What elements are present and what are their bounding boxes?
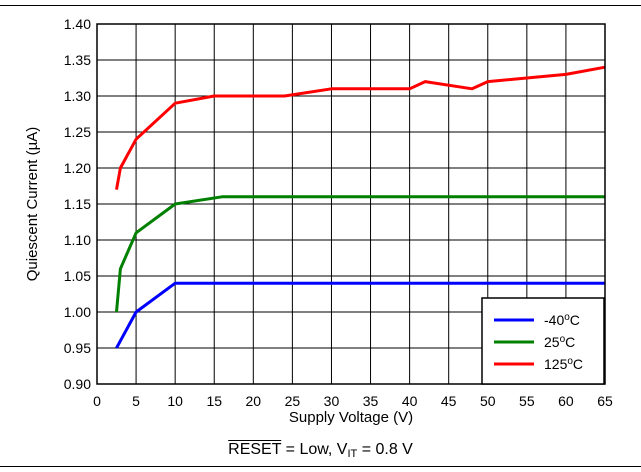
- x-tick-label-11: 55: [519, 393, 535, 409]
- reset-signal: RESET: [228, 441, 282, 458]
- y-tick-label-3: 1.05: [64, 268, 91, 284]
- top-rule: [0, 5, 641, 6]
- y-tick-label-6: 1.20: [64, 160, 91, 176]
- series-line-3: [115, 65, 606, 190]
- x-tick-label-0: 0: [93, 393, 101, 409]
- x-tick-label-10: 50: [480, 393, 496, 409]
- x-tick-labels: 0 5 10 15 20 25 30 35 40 45 50 55 60 65: [93, 393, 613, 409]
- x-tick-label-12: 60: [558, 393, 574, 409]
- plot-frame: [96, 23, 606, 385]
- legend-label-2: 25oC: [544, 334, 575, 350]
- legend-label-3: 125oC: [544, 356, 583, 372]
- x-tick-label-4: 20: [246, 393, 262, 409]
- y-tick-label-8: 1.30: [64, 88, 91, 104]
- y-axis-label: Quiescent Current (µA): [24, 127, 41, 282]
- legend: -40oC 25oC 125oC: [481, 297, 605, 385]
- test-condition: RESET = Low, VIT = 0.8 V: [0, 441, 641, 460]
- y-tick-label-7: 1.25: [64, 124, 91, 140]
- y-tick-label-10: 1.40: [64, 16, 91, 32]
- x-tick-label-8: 40: [402, 393, 418, 409]
- condition-subscript: IT: [347, 448, 358, 460]
- x-axis-label: Supply Voltage (V): [289, 409, 413, 426]
- bottom-rule: [0, 466, 641, 467]
- x-tick-label-7: 35: [363, 393, 379, 409]
- x-tick-label-3: 15: [206, 393, 222, 409]
- y-tick-label-5: 1.15: [64, 196, 91, 212]
- x-tick-label-2: 10: [167, 393, 183, 409]
- y-tick-label-9: 1.35: [64, 52, 91, 68]
- legend-label-1: -40oC: [544, 312, 580, 328]
- series-lines: [115, 65, 606, 349]
- y-tick-label-2: 1.00: [64, 304, 91, 320]
- series-line-2: [115, 195, 605, 313]
- x-tick-label-5: 25: [285, 393, 301, 409]
- x-tick-label-6: 30: [324, 393, 340, 409]
- x-tick-label-13: 65: [597, 393, 613, 409]
- line-chart: 0 5 10 15 20 25 30 35 40 45 50 55 60 65 0.90 0.95 1.00 1…: [24, 16, 613, 426]
- y-tick-label-0: 0.90: [64, 376, 91, 392]
- y-tick-label-4: 1.10: [64, 232, 91, 248]
- condition-middle: = Low, V: [281, 441, 348, 458]
- y-tick-labels: 0.90 0.95 1.00 1.05 1.10 1.15 1.20 1.25 1.30 1.35…: [64, 16, 91, 392]
- series-line-1: [115, 281, 605, 349]
- y-tick-label-1: 0.95: [64, 340, 91, 356]
- x-tick-label-9: 45: [441, 393, 457, 409]
- condition-end: = 0.8 V: [357, 441, 413, 458]
- x-tick-label-1: 5: [132, 393, 140, 409]
